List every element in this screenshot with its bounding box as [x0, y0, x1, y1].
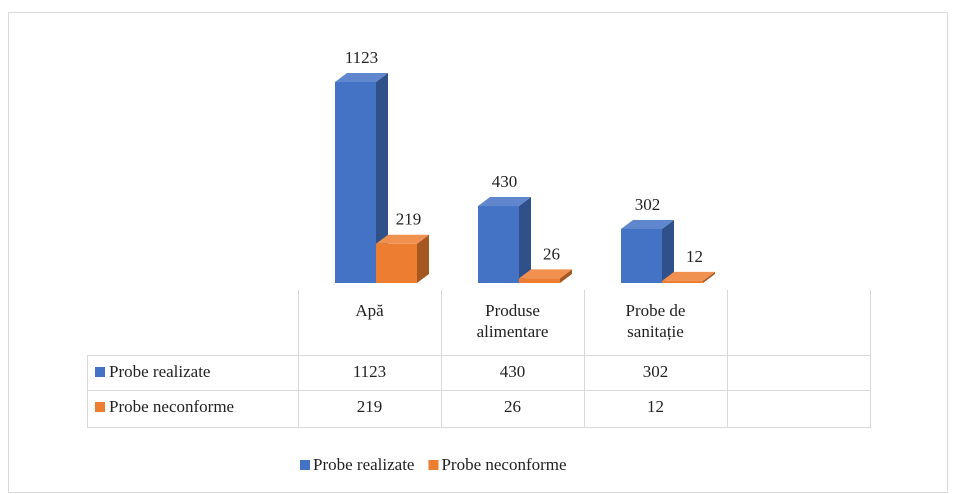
chart-frame	[8, 12, 948, 493]
table-value: 26	[504, 397, 521, 416]
bar-top	[335, 73, 388, 82]
bar	[335, 73, 388, 283]
bar-side	[519, 197, 531, 283]
bar-front	[621, 228, 662, 283]
table-value: 430	[500, 362, 526, 381]
category-label: Produse alimentare	[476, 301, 549, 341]
bar-top	[621, 219, 674, 229]
legend-label: Probe neconforme	[441, 455, 566, 474]
data-label: 302	[635, 195, 661, 214]
row-label: Probe realizate	[109, 362, 210, 381]
bar-side	[376, 73, 388, 283]
legend-key	[95, 367, 105, 377]
bar-front	[335, 82, 376, 283]
bar-side	[662, 219, 674, 283]
category-label: Probe de sanitație	[625, 301, 686, 341]
legend-key	[428, 460, 439, 470]
row-label: Probe neconforme	[109, 397, 234, 416]
bar-side	[703, 271, 715, 283]
bar	[376, 234, 429, 283]
bar-side	[417, 234, 429, 283]
bar	[478, 197, 531, 283]
legend-label: Probe realizate	[313, 455, 414, 474]
bar-side	[560, 269, 572, 283]
data-label: 430	[492, 172, 518, 191]
table-value: 219	[357, 397, 383, 416]
bar	[662, 271, 715, 283]
data-label: 12	[686, 247, 703, 266]
data-label: 1123	[345, 48, 378, 67]
data-label: 219	[396, 210, 422, 229]
table-value: 302	[643, 362, 669, 381]
bar-top	[478, 197, 531, 207]
bar-top	[519, 269, 572, 279]
legend-key	[95, 402, 105, 412]
bar-front	[376, 243, 417, 283]
bar	[621, 219, 674, 283]
data-label: 26	[543, 244, 560, 263]
table-value: 1123	[353, 362, 386, 381]
bar-front	[519, 278, 560, 283]
bar	[519, 269, 572, 283]
category-label: Apă	[355, 301, 384, 320]
table-value: 12	[647, 397, 664, 416]
bar-front	[662, 280, 703, 283]
bar-top	[662, 271, 715, 281]
bar-front	[478, 206, 519, 283]
bar-top	[376, 234, 429, 244]
legend-key	[300, 460, 310, 470]
